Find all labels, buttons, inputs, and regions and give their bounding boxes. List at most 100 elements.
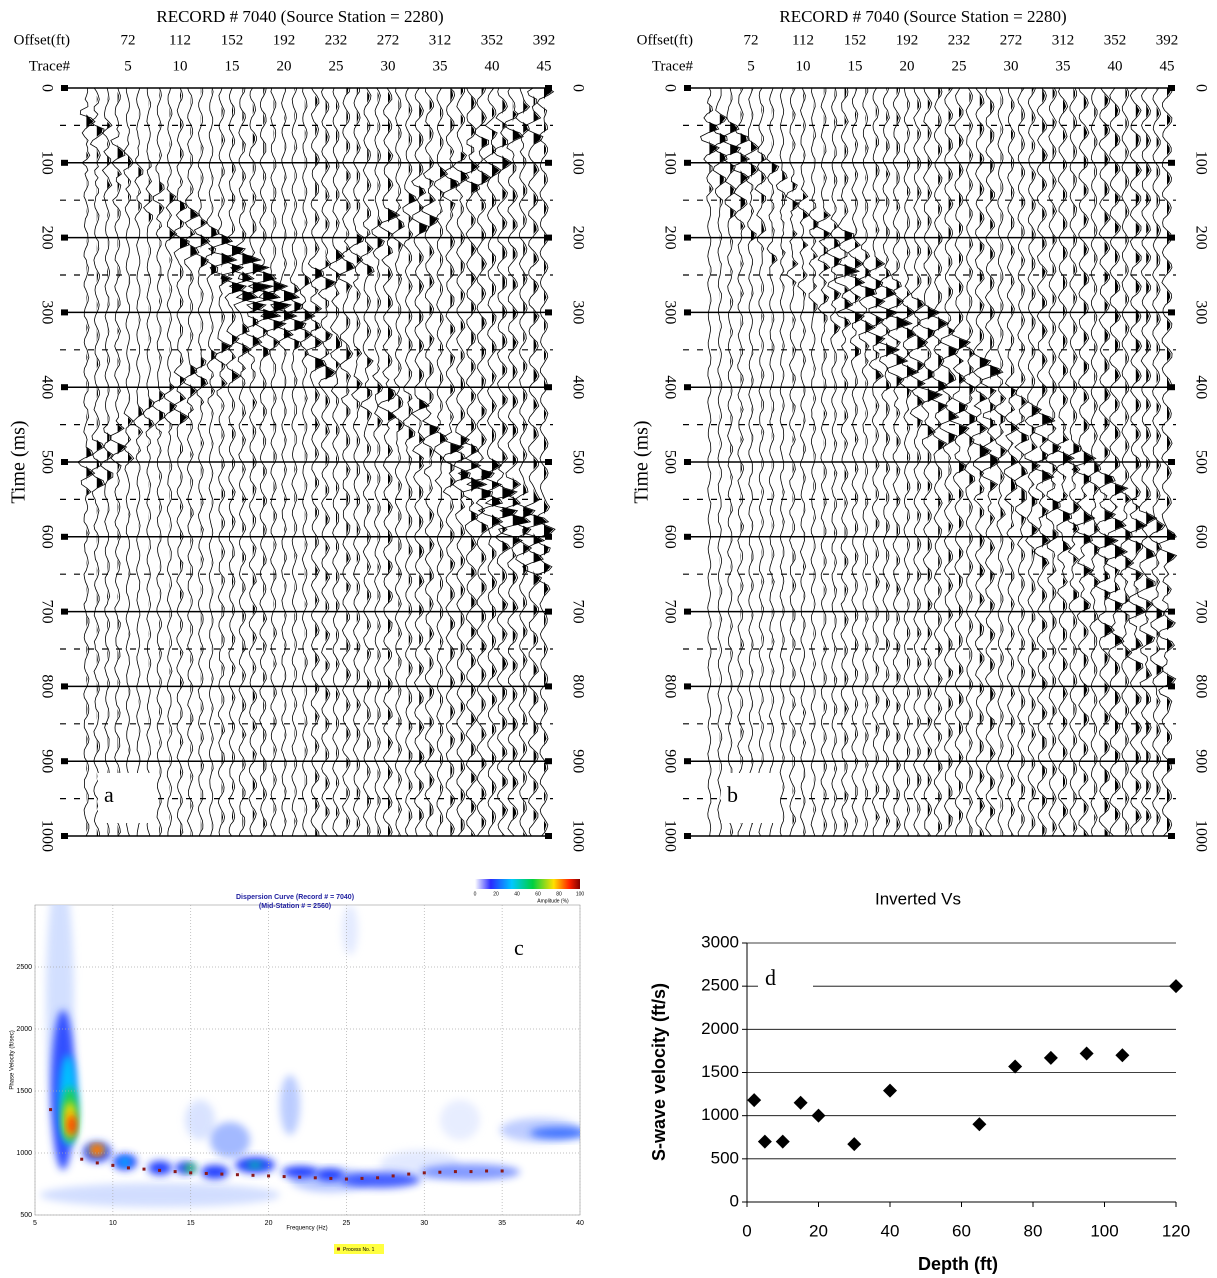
curve-point — [158, 1168, 162, 1172]
offset-label: 112 — [792, 32, 814, 48]
tick-mark — [684, 384, 691, 391]
tick-mark — [1168, 234, 1175, 241]
data-point — [1079, 1046, 1094, 1061]
trace-label: 35 — [433, 58, 448, 74]
y-tick-label: 900 — [38, 749, 55, 773]
tick-mark — [684, 234, 691, 241]
y-tick-label: 0 — [661, 84, 678, 92]
tick-mark — [545, 459, 552, 465]
tick-mark — [545, 833, 552, 839]
curve-point — [80, 1157, 84, 1161]
offset-label: 272 — [377, 32, 400, 48]
tick-mark — [1168, 384, 1175, 391]
y-tick-label: 1000 — [1192, 820, 1209, 852]
y-tick-label: 0 — [569, 84, 586, 92]
curve-point — [204, 1171, 208, 1175]
tick-mark — [684, 533, 691, 540]
amplitude-blob — [40, 1183, 280, 1207]
tick-mark — [1168, 683, 1175, 690]
offset-axis-label: Offset(ft) — [637, 32, 693, 48]
y-tick-label: 500 — [38, 450, 55, 474]
tick-mark — [684, 833, 691, 839]
y-tick-label: 300 — [1192, 300, 1209, 324]
curve-point — [189, 1171, 193, 1175]
tick-mark — [61, 159, 68, 166]
tick-mark — [684, 309, 691, 316]
dispersion-image — [40, 905, 580, 1207]
y-tick-label: 300 — [569, 300, 586, 324]
curve-point — [251, 1173, 255, 1177]
curve-point — [220, 1172, 224, 1176]
x-tick-label: 100 — [1090, 1221, 1118, 1240]
curve-point — [313, 1176, 317, 1180]
trace-label: 25 — [329, 58, 344, 74]
panels: RECORD # 7040 (Source Station = 2280) Off… — [8, 7, 1210, 1274]
colorbar — [475, 879, 580, 889]
y-axis-label: Time (ms) — [8, 420, 30, 503]
tick-mark — [545, 234, 552, 241]
trace-label: 5 — [124, 58, 132, 74]
colorbar-label: Amplitude (%) — [537, 898, 569, 904]
curve-point — [298, 1175, 302, 1179]
offset-label: 152 — [221, 32, 244, 48]
amplitude-blob — [530, 1127, 580, 1139]
chart-subtitle: (Mid-Station # = 2560) — [259, 903, 331, 910]
y-tick-label: 500 — [711, 1148, 739, 1167]
y-tick-label: 700 — [38, 600, 55, 624]
scatter-panel: Inverted Vs 0 500 1000 1500 2000 2500 3000 0 20 40… — [649, 889, 1190, 1273]
amplitude-blob — [282, 1166, 318, 1178]
offset-label: 312 — [1052, 32, 1075, 48]
y-tick-label: 600 — [38, 525, 55, 549]
y-axis-label: Phase Velocity (ft/sec) — [10, 1030, 16, 1089]
y-tick-label: 300 — [38, 300, 55, 324]
data-point — [1115, 1048, 1130, 1063]
trace-label: 40 — [1108, 58, 1123, 74]
x-tick-label: 0 — [742, 1221, 751, 1240]
offset-label: 352 — [1104, 32, 1127, 48]
y-tick-label: 500 — [1192, 450, 1209, 474]
data-point — [775, 1134, 790, 1149]
tick-mark — [1168, 309, 1175, 316]
curve-point — [235, 1173, 239, 1177]
tick-mark — [684, 758, 691, 765]
chart-title: Inverted Vs — [875, 889, 961, 908]
trace-label: 10 — [173, 58, 188, 74]
y-tick-label: 1500 — [701, 1062, 739, 1081]
amplitude-blob — [340, 1172, 420, 1188]
tick-mark — [1168, 159, 1175, 166]
curve-point — [142, 1167, 146, 1171]
y-tick-label: 100 — [1192, 151, 1209, 175]
x-tick-label: 80 — [1024, 1221, 1043, 1240]
y-tick-label: 200 — [569, 226, 586, 250]
trace-label: 45 — [1160, 58, 1175, 74]
offset-axis-label: Offset(ft) — [14, 32, 70, 48]
tick-mark — [545, 384, 552, 391]
curve-point — [344, 1177, 348, 1181]
wiggle-fill — [803, 88, 808, 836]
y-tick-label: 700 — [661, 600, 678, 624]
chart-title: RECORD # 7040 (Source Station = 2280) — [156, 7, 443, 26]
offset-label: 272 — [1000, 32, 1023, 48]
chart-title: Dispersion Curve (Record # = 7040) — [236, 894, 354, 901]
curve-point — [111, 1163, 115, 1167]
tick-mark — [545, 309, 552, 316]
data-point — [1169, 979, 1183, 994]
tick-mark — [684, 608, 691, 615]
colorbar-tick-label: 60 — [535, 891, 541, 897]
y-tick-label: 200 — [661, 226, 678, 250]
amplitude-blob — [93, 1146, 101, 1154]
tick-mark — [61, 683, 68, 690]
panel-label-box — [721, 773, 777, 823]
colorbar-tick-label: 80 — [556, 891, 562, 897]
x-tick-label: 120 — [1162, 1221, 1190, 1240]
seismic-panel: RECORD # 7040 (Source Station = 2280) Off… — [8, 7, 587, 852]
y-tick-label: 700 — [1192, 600, 1209, 624]
amplitude-blob — [148, 1161, 172, 1175]
x-tick-label: 25 — [343, 1220, 351, 1227]
curve-point — [391, 1174, 395, 1178]
trace-label: 25 — [952, 58, 967, 74]
y-tick-label: 900 — [569, 749, 586, 773]
y-tick-label: 500 — [20, 1212, 32, 1219]
y-axis-label: S-wave velocity (ft/s) — [649, 983, 669, 1161]
wiggle-fill — [388, 88, 399, 836]
